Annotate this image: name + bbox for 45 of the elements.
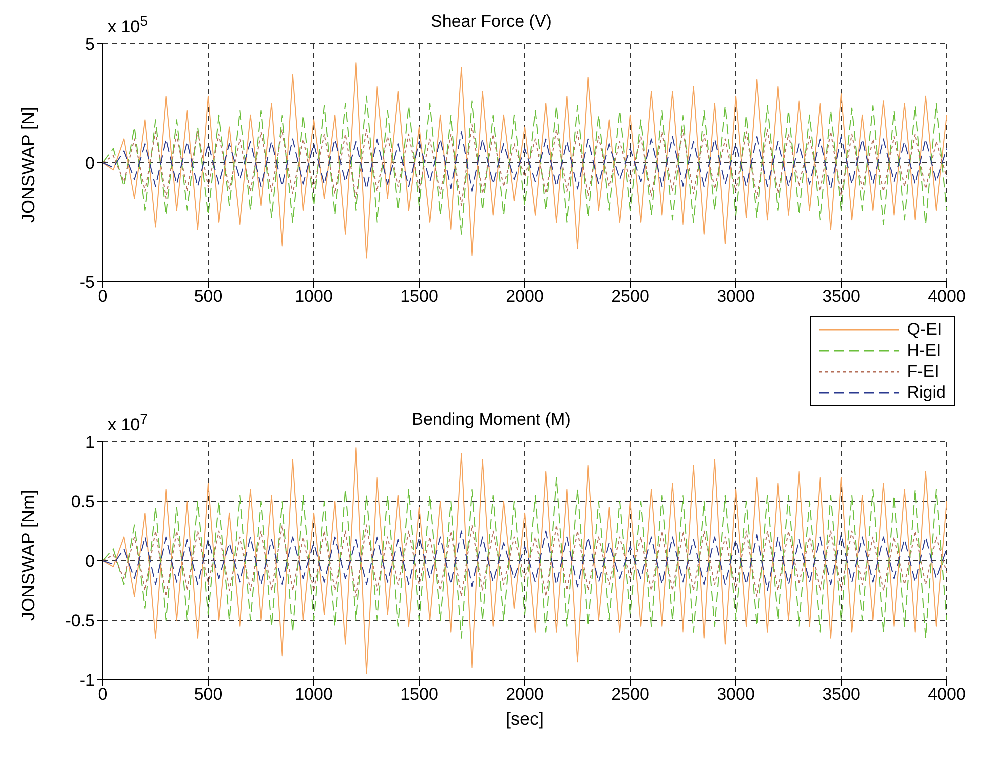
legend-label: Rigid (907, 382, 946, 402)
x-tick-label: 2500 (612, 287, 650, 306)
chart-title: Shear Force (V) (431, 12, 552, 31)
x-tick-label: 1500 (400, 685, 438, 704)
legend-label: F-EI (907, 362, 940, 382)
x-tick-label: 0 (98, 685, 108, 704)
line-series (103, 477, 947, 639)
text: x 10$^{5}$ (108, 14, 148, 38)
y-tick-label: -5 (80, 273, 95, 292)
x-tick-label: 4000 (928, 685, 966, 704)
y-tick-label: -1 (80, 671, 95, 690)
y-tick-label: -0.5 (66, 612, 95, 631)
x-tick-label: 4000 (928, 287, 966, 306)
legend-label: Q-EI (907, 320, 942, 340)
x-tick-label: 3500 (822, 287, 860, 306)
y-tick-label: 0 (86, 552, 95, 572)
line-series (103, 62, 947, 259)
x-tick-label: 3000 (717, 685, 755, 704)
text: x 10$^{7}$ (108, 412, 148, 436)
x-tick-label: 0 (98, 287, 108, 306)
x-tick-label: 1000 (295, 287, 333, 306)
line-series (103, 132, 947, 192)
x-tick-label: 3500 (822, 685, 860, 704)
y-axis-title: JONSWAP [Nm] (18, 490, 38, 621)
line-series (103, 124, 947, 206)
x-tick-label: 500 (194, 287, 223, 306)
x-tick-label: 2500 (612, 685, 650, 704)
x-tick-label: 3000 (717, 287, 755, 306)
x-tick-label: 2000 (506, 685, 544, 704)
y-tick-label: 0 (86, 154, 95, 174)
y-tick-label: 1 (86, 433, 95, 452)
legend-label: H-EI (907, 340, 942, 360)
x-axis-title: [sec] (506, 709, 544, 729)
x-tick-label: 1500 (400, 287, 438, 306)
chart-title: Bending Moment (M) (412, 410, 571, 429)
line-series (103, 530, 947, 592)
x-tick-label: 2000 (506, 287, 544, 306)
line-series (103, 524, 947, 598)
y-tick-label: 5 (86, 35, 95, 54)
y-tick-label: 0.5 (71, 492, 95, 512)
x-tick-label: 500 (194, 685, 223, 704)
y-axis-title: JONSWAP [N] (18, 106, 38, 223)
x-tick-label: 1000 (295, 685, 333, 704)
line-series (103, 447, 947, 675)
line-series (103, 96, 947, 235)
